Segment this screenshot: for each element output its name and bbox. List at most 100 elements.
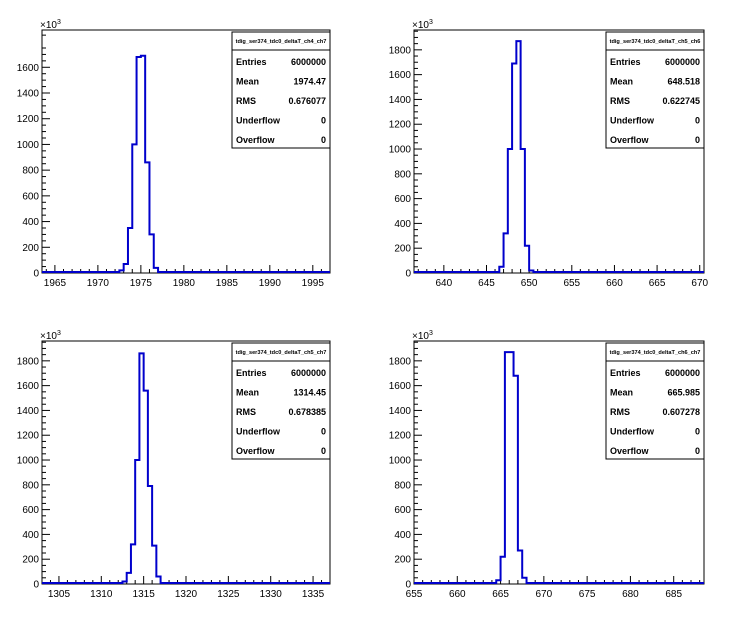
stats-box (605, 31, 705, 149)
y-tick-label: 1600 (17, 381, 40, 392)
stats-value: 0 (695, 135, 700, 145)
histogram-bin (158, 272, 162, 273)
histogram-bin (152, 546, 156, 584)
histogram-panel-2: 0 200 400 600 800 1000 1200 1400 1600 1800 640 645 6… (389, 19, 709, 289)
y-tick-label: 1400 (17, 406, 40, 417)
histogram-bin (132, 144, 136, 273)
histogram-bin (149, 234, 153, 273)
histogram-bin (521, 149, 525, 273)
histogram-panel-1: 0 200 400 600 800 1000 1200 1400 1600 1965 1970 197… (17, 19, 331, 289)
y-tick-label: 400 (394, 530, 411, 541)
stats-value: 648.518 (667, 77, 700, 87)
stats-box (231, 342, 331, 460)
stats-label: Underflow (236, 116, 281, 126)
y-tick-label: 1600 (389, 381, 412, 392)
x-tick-label: 660 (606, 278, 623, 289)
y-tick-label: 600 (394, 194, 411, 205)
y-tick-label: 1200 (389, 431, 412, 442)
histogram-title: tdig_ser374_tdc0_deltaT_ch6_ch7 (610, 350, 701, 356)
stats-label: RMS (610, 407, 630, 417)
x-tick-label: 665 (492, 589, 509, 600)
y-tick-label: 1000 (389, 145, 412, 156)
histogram-bin (127, 573, 131, 584)
stats-value: 0 (321, 427, 326, 437)
x-tick-label: 670 (536, 589, 553, 600)
y-exponent-label: ×103 (412, 330, 433, 342)
stats-box (605, 342, 705, 460)
y-tick-label: 800 (22, 480, 39, 491)
x-tick-label: 1315 (133, 589, 156, 600)
stats-value: 6000000 (665, 57, 700, 67)
histogram-bin (504, 233, 508, 273)
y-tick-label: 600 (22, 191, 39, 202)
y-exponent-power: 3 (429, 330, 433, 337)
histogram-bin (525, 246, 529, 273)
y-tick-label: 400 (22, 530, 39, 541)
y-exponent-label: ×103 (412, 19, 433, 31)
histogram-bin (139, 353, 143, 584)
stats-label: Mean (236, 77, 259, 87)
y-exponent-label: ×103 (40, 330, 61, 342)
y-tick-label: 1400 (389, 406, 412, 417)
y-exponent-power: 3 (57, 19, 61, 26)
histogram-bin (128, 228, 132, 273)
stats-value: 0 (321, 446, 326, 456)
x-tick-label: 1310 (90, 589, 113, 600)
x-tick-label: 640 (436, 278, 453, 289)
x-tick-label: 1330 (260, 589, 283, 600)
histogram-outline (414, 40, 704, 273)
y-tick-label: 0 (405, 269, 411, 280)
x-tick-label: 665 (649, 278, 666, 289)
y-tick-label: 0 (33, 580, 39, 591)
y-tick-label: 800 (394, 480, 411, 491)
y-tick-label: 1200 (17, 114, 40, 125)
stats-value: 0.607278 (662, 407, 700, 417)
stats-value: 0.676077 (288, 96, 326, 106)
x-tick-label: 1980 (173, 278, 196, 289)
stats-label: Overflow (610, 135, 650, 145)
stats-label: Entries (236, 368, 267, 378)
y-tick-label: 800 (394, 169, 411, 180)
histogram-bin (119, 270, 123, 273)
histogram-bin (144, 391, 148, 584)
stats-label: RMS (236, 96, 256, 106)
y-tick-label: 1200 (389, 120, 412, 131)
histogram-outline (42, 352, 330, 584)
y-tick-label: 200 (22, 243, 39, 254)
x-tick-label: 670 (691, 278, 708, 289)
histogram-bin (516, 41, 520, 273)
y-tick-label: 1400 (389, 95, 412, 106)
x-tick-label: 660 (449, 589, 466, 600)
y-exponent-label: ×103 (40, 19, 61, 31)
y-tick-label: 1000 (17, 140, 40, 151)
y-tick-label: 400 (22, 217, 39, 228)
x-tick-label: 1970 (87, 278, 110, 289)
stats-value: 0.678385 (288, 407, 326, 417)
stats-value: 6000000 (665, 368, 700, 378)
stats-value: 0 (695, 427, 700, 437)
stats-label: RMS (610, 96, 630, 106)
y-tick-label: 1600 (389, 70, 412, 81)
y-tick-label: 800 (22, 166, 39, 177)
histogram-bin (156, 577, 160, 584)
stats-value: 0 (695, 116, 700, 126)
x-tick-label: 1990 (259, 278, 282, 289)
stats-value: 0 (321, 116, 326, 126)
histogram-bin (512, 63, 516, 273)
x-tick-label: 655 (563, 278, 580, 289)
stats-box (231, 31, 331, 149)
histogram-bin (514, 376, 518, 584)
histogram-bin (501, 557, 505, 584)
stats-label: Overflow (610, 446, 650, 456)
histogram-outline (42, 54, 330, 273)
x-tick-label: 655 (406, 589, 423, 600)
stats-label: Mean (236, 388, 259, 398)
y-tick-label: 1600 (17, 63, 40, 74)
x-tick-label: 1965 (44, 278, 67, 289)
y-tick-label: 1000 (389, 456, 412, 467)
histogram-bin (124, 264, 128, 273)
x-tick-label: 1320 (175, 589, 198, 600)
histogram-bin (499, 267, 503, 273)
histogram-bin (135, 460, 139, 584)
y-tick-label: 1200 (17, 431, 40, 442)
